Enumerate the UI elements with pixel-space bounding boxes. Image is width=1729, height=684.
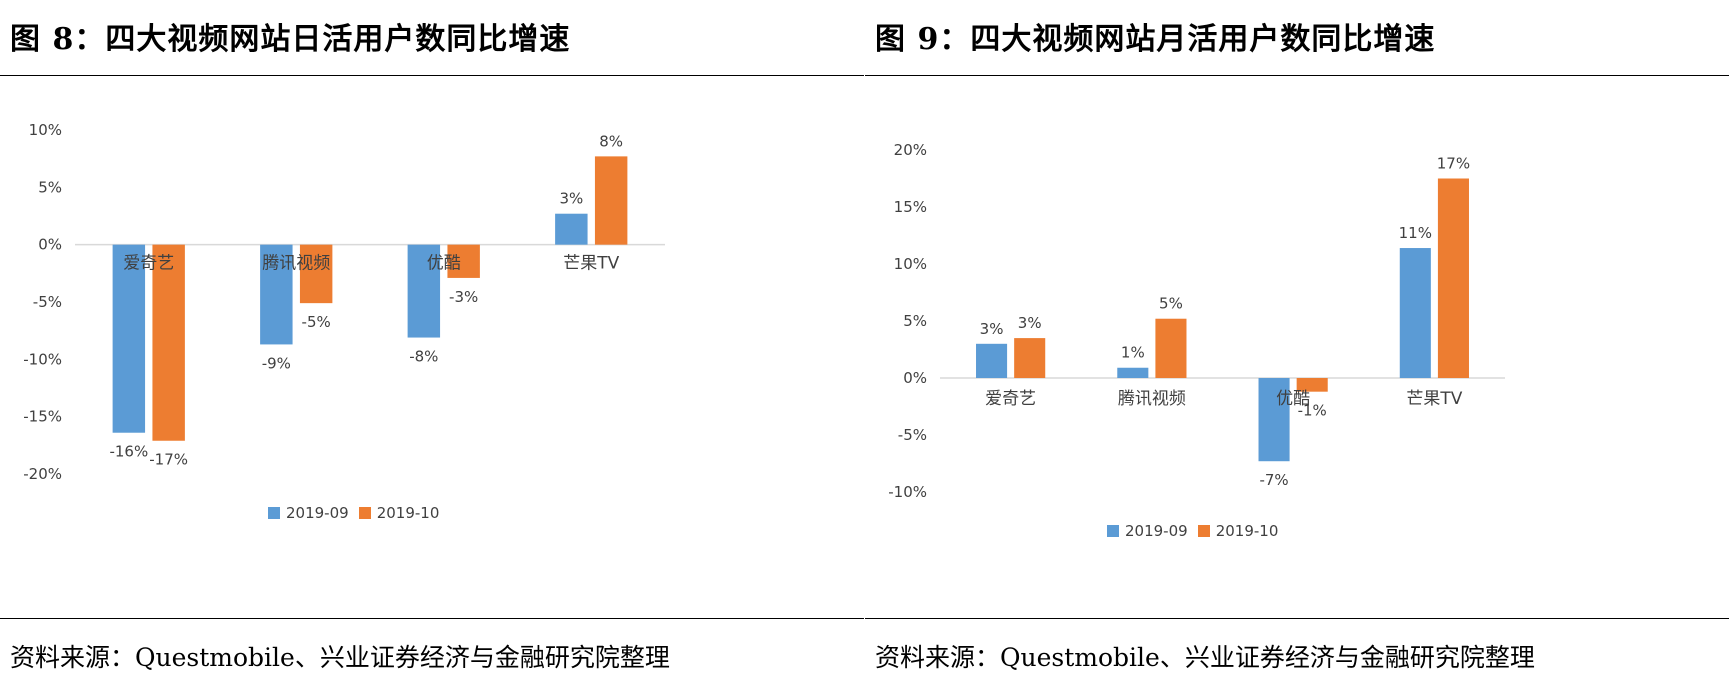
data-label: -5% — [302, 313, 331, 331]
bar-2019-09 — [112, 244, 146, 433]
legend-swatch-2019-10 — [1197, 525, 1210, 537]
category-label: 优酷 — [427, 254, 461, 274]
legend-label-2019-09: 2019-09 — [1125, 522, 1188, 540]
bar-2019-09 — [407, 244, 441, 338]
bar-2019-09 — [976, 343, 1008, 378]
bar-2019-10 — [1296, 378, 1328, 392]
bar-2019-09 — [1117, 367, 1149, 378]
legend-label-2019-10: 2019-10 — [1215, 522, 1279, 540]
data-label: -3% — [449, 288, 478, 306]
y-tick-label: 10% — [29, 121, 62, 139]
category-label: 优酷 — [1276, 389, 1310, 409]
data-label: 3% — [559, 190, 583, 208]
figure-9-source: 资料来源：Questmobile、兴业证券经济与金融研究院整理 — [875, 643, 1535, 672]
data-label: -1% — [1298, 402, 1327, 420]
y-tick-label: 10% — [894, 255, 927, 273]
legend-item-2019-09: 2019-09 — [268, 504, 349, 522]
data-label: 3% — [1018, 314, 1042, 332]
legend-item-2019-10: 2019-10 — [1197, 522, 1279, 540]
title-rule — [865, 75, 1729, 76]
chart-legend: 2019-09 2019-10 — [1107, 522, 1278, 540]
bar-2019-09 — [1258, 378, 1290, 462]
y-tick-label: 0% — [38, 236, 62, 254]
y-tick-label: -20% — [23, 465, 62, 483]
bar-2019-10 — [594, 156, 628, 245]
category-label: 芒果TV — [1406, 389, 1462, 409]
legend-label-2019-10: 2019-10 — [376, 504, 440, 522]
y-tick-label: 5% — [903, 312, 927, 330]
category-label: 爱奇艺 — [123, 254, 174, 274]
y-tick-label: 5% — [38, 178, 62, 196]
figure-9-title: 图 9：四大视频网站月活用户数同比增速 — [875, 22, 1436, 57]
legend-swatch-2019-10 — [358, 507, 371, 519]
y-tick-label: -5% — [898, 426, 927, 444]
y-tick-label: -5% — [33, 293, 62, 311]
legend-item-2019-09: 2019-09 — [1107, 522, 1188, 540]
data-label: -17% — [149, 451, 188, 469]
legend-swatch-2019-09 — [268, 507, 280, 519]
bar-2019-10 — [1155, 318, 1187, 378]
mau-growth-chart: 20% 15% 10% 5% 0% -5% -10% 3% 3% 爱奇艺 1% 5% 腾讯视频 -7% -1… — [888, 141, 1505, 501]
data-label: 1% — [1121, 344, 1145, 362]
bar-2019-10 — [447, 244, 480, 278]
data-label: 11% — [1399, 224, 1432, 242]
chart-legend: 2019-09 2019-10 — [268, 504, 439, 522]
bar-2019-09 — [555, 213, 588, 245]
category-label: 腾讯视频 — [262, 254, 330, 274]
figure-8-panel: 图 8：四大视频网站日活用户数同比增速 10% 5% 0% -5% -10% -15% -2… — [0, 0, 864, 684]
y-tick-label: 15% — [894, 198, 927, 216]
data-label: -16% — [109, 443, 148, 461]
source-rule — [0, 618, 864, 619]
y-tick-label: -10% — [23, 350, 62, 368]
category-label: 爱奇艺 — [985, 389, 1036, 409]
data-label: 3% — [980, 320, 1004, 338]
category-label: 芒果TV — [563, 254, 619, 274]
y-tick-label: 0% — [903, 369, 927, 387]
data-label: 8% — [599, 132, 623, 150]
legend-swatch-2019-09 — [1107, 525, 1119, 537]
dau-growth-chart: 10% 5% 0% -5% -10% -15% -20% -16% -17% 爱奇艺 -9% -5% 腾… — [23, 121, 665, 483]
legend-label-2019-09: 2019-09 — [286, 504, 349, 522]
title-rule — [0, 75, 864, 76]
bar-2019-09 — [1399, 248, 1431, 378]
data-label: -8% — [409, 348, 438, 366]
data-label: 5% — [1159, 295, 1183, 313]
y-tick-label: -10% — [888, 483, 927, 501]
bar-2019-10 — [299, 244, 333, 304]
bar-2019-10 — [1437, 178, 1469, 378]
category-label: 腾讯视频 — [1118, 389, 1186, 409]
figure-8-title: 图 8：四大视频网站日活用户数同比增速 — [10, 22, 571, 57]
y-tick-label: 20% — [894, 141, 927, 159]
legend-item-2019-10: 2019-10 — [358, 504, 440, 522]
bar-2019-10 — [1014, 338, 1046, 378]
figure-9-panel: 图 9：四大视频网站月活用户数同比增速 20% 15% 10% 5% 0% -5% -10%… — [865, 0, 1729, 684]
figure-8-source: 资料来源：Questmobile、兴业证券经济与金融研究院整理 — [10, 643, 670, 672]
source-rule — [865, 618, 1729, 619]
bar-2019-10 — [152, 244, 185, 441]
data-label: -7% — [1259, 471, 1288, 489]
data-label: -9% — [262, 354, 291, 372]
y-tick-label: -15% — [23, 408, 62, 426]
bar-2019-09 — [260, 244, 293, 345]
data-label: 17% — [1437, 155, 1470, 173]
